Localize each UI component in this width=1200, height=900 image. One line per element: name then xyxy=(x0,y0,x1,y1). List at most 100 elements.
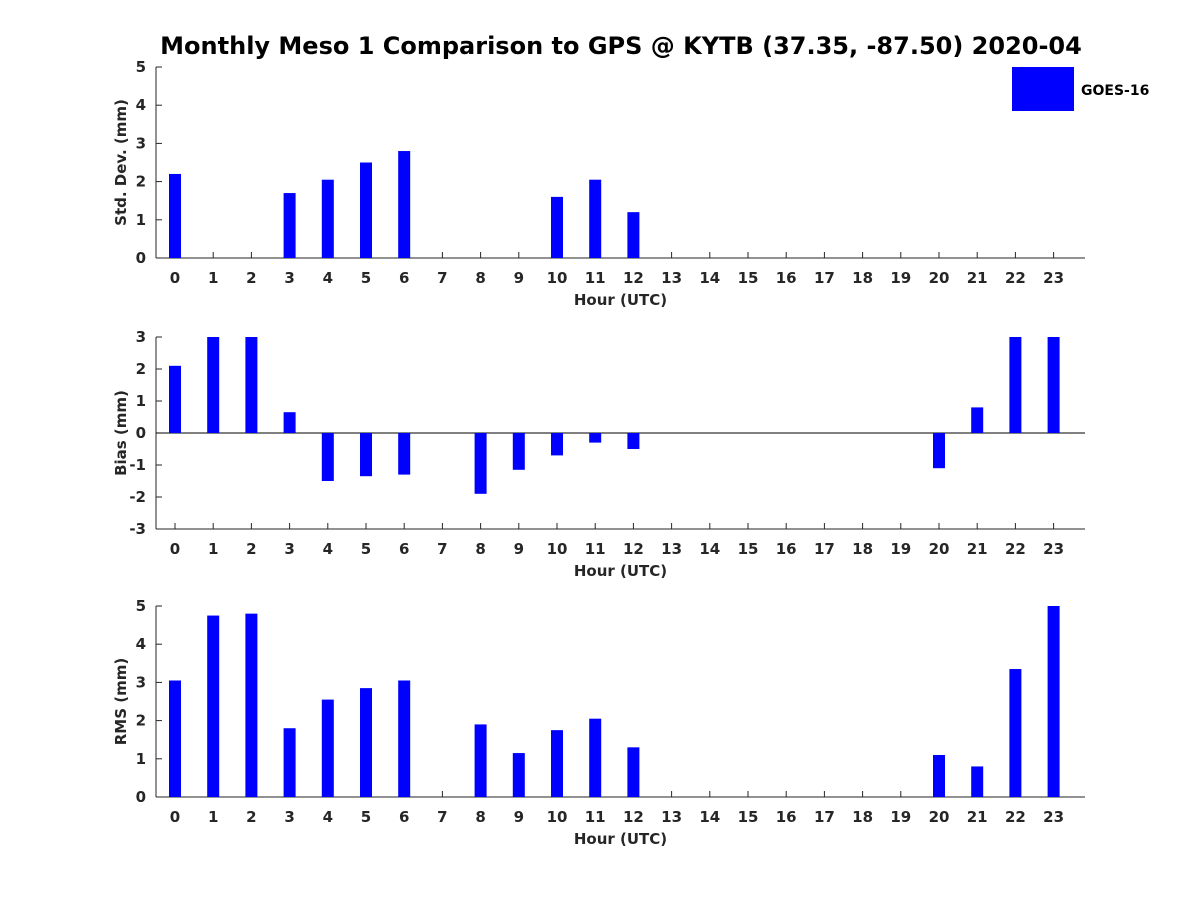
legend-swatch xyxy=(1012,67,1074,111)
bias-x-axis-label: Hour (UTC) xyxy=(574,562,667,580)
rms-x-tick-label: 2 xyxy=(246,808,256,826)
bias-x-tick-label: 8 xyxy=(475,540,485,558)
bias-y-tick-label: 0 xyxy=(136,424,146,442)
rms-x-tick-label: 17 xyxy=(814,808,835,826)
std-dev-bar-hour-4 xyxy=(321,179,334,258)
bias-y-tick-label: 1 xyxy=(136,392,146,410)
bias-x-tick-label: 13 xyxy=(661,540,682,558)
rms-bar-hour-6 xyxy=(398,680,411,797)
rms-y-tick-label: 1 xyxy=(136,750,146,768)
bias-x-tick-label: 1 xyxy=(208,540,218,558)
bias-x-tick-label: 12 xyxy=(623,540,644,558)
std-dev-y-axis-label: Std. Dev. (mm) xyxy=(112,99,130,226)
rms-x-tick-label: 9 xyxy=(514,808,524,826)
rms-bar-hour-21 xyxy=(971,766,984,797)
rms-x-tick-label: 10 xyxy=(547,808,568,826)
rms-bar-hour-4 xyxy=(321,699,334,797)
bias-bar-hour-9 xyxy=(512,433,525,470)
bias-x-tick-label: 23 xyxy=(1043,540,1064,558)
rms-bar-hour-8 xyxy=(474,724,487,797)
std-dev-bar-hour-3 xyxy=(283,193,296,258)
bias-x-tick-label: 19 xyxy=(890,540,911,558)
std-dev-bar-hour-6 xyxy=(398,151,411,258)
bias-x-tick-label: 16 xyxy=(776,540,797,558)
bias-bar-hour-20 xyxy=(933,433,945,469)
rms-x-tick-label: 21 xyxy=(967,808,988,826)
rms-x-tick-label: 14 xyxy=(699,808,720,826)
rms-x-tick-label: 15 xyxy=(738,808,759,826)
bias-x-tick-label: 2 xyxy=(246,540,256,558)
bias-x-tick-label: 11 xyxy=(585,540,606,558)
bias-bar-hour-0 xyxy=(169,365,181,433)
bias-bar-hour-11 xyxy=(589,433,602,443)
std-dev-x-tick-label: 4 xyxy=(323,269,333,287)
rms-bar-hour-9 xyxy=(512,753,525,797)
bias-x-tick-label: 10 xyxy=(547,540,568,558)
rms-x-tick-label: 23 xyxy=(1043,808,1064,826)
bias-y-tick-label: 2 xyxy=(136,360,146,378)
bias-bar-hour-6 xyxy=(398,433,411,475)
rms-y-tick-label: 5 xyxy=(136,597,146,615)
rms-bar-hour-1 xyxy=(207,615,220,797)
bias-y-tick-label: -2 xyxy=(129,488,146,506)
bias-bar-hour-1 xyxy=(207,337,220,433)
std-dev-x-tick-label: 13 xyxy=(661,269,682,287)
std-dev-bar-hour-11 xyxy=(589,179,602,258)
rms-bar-hour-23 xyxy=(1047,606,1060,797)
rms-bar-hour-5 xyxy=(360,688,372,797)
rms-y-tick-label: 3 xyxy=(136,673,146,691)
std-dev-x-tick-label: 10 xyxy=(547,269,568,287)
bias-y-tick-label: -1 xyxy=(129,456,146,474)
std-dev-x-tick-label: 5 xyxy=(361,269,371,287)
rms-y-tick-label: 4 xyxy=(136,635,146,653)
bias-x-tick-label: 0 xyxy=(170,540,180,558)
bias-bar-hour-4 xyxy=(321,433,334,481)
std-dev-x-tick-label: 12 xyxy=(623,269,644,287)
std-dev-x-tick-label: 7 xyxy=(437,269,447,287)
bias-bar-hour-21 xyxy=(971,407,984,433)
std-dev-y-tick-label: 2 xyxy=(136,173,146,191)
std-dev-x-tick-label: 8 xyxy=(475,269,485,287)
rms-bar-hour-11 xyxy=(589,718,602,797)
rms-bar-hour-0 xyxy=(169,680,181,797)
std-dev-x-tick-label: 23 xyxy=(1043,269,1064,287)
bias-x-tick-label: 17 xyxy=(814,540,835,558)
bias-x-tick-label: 22 xyxy=(1005,540,1026,558)
bias-bar-hour-12 xyxy=(627,433,640,449)
rms-x-tick-label: 18 xyxy=(852,808,873,826)
std-dev-x-tick-label: 17 xyxy=(814,269,835,287)
rms-x-tick-label: 5 xyxy=(361,808,371,826)
bias-bar-hour-23 xyxy=(1047,337,1060,433)
bias-x-tick-label: 18 xyxy=(852,540,873,558)
bias-bar-hour-10 xyxy=(551,433,563,456)
rms-x-tick-label: 8 xyxy=(475,808,485,826)
std-dev-x-tick-label: 3 xyxy=(284,269,294,287)
std-dev-x-tick-label: 11 xyxy=(585,269,606,287)
bias-x-tick-label: 15 xyxy=(738,540,759,558)
std-dev-x-tick-label: 22 xyxy=(1005,269,1026,287)
bias-x-tick-label: 7 xyxy=(437,540,447,558)
bias-bar-hour-2 xyxy=(245,337,258,433)
bias-bar-hour-5 xyxy=(360,433,372,477)
std-dev-x-axis-label: Hour (UTC) xyxy=(574,291,667,309)
rms-x-axis-label: Hour (UTC) xyxy=(574,830,667,848)
legend: GOES-16 xyxy=(1012,67,1149,111)
bias-x-tick-label: 4 xyxy=(323,540,333,558)
rms-x-tick-label: 19 xyxy=(890,808,911,826)
bias-y-tick-label: 3 xyxy=(136,328,146,346)
rms-x-tick-label: 20 xyxy=(929,808,950,826)
bias-x-tick-label: 21 xyxy=(967,540,988,558)
bias-x-tick-label: 9 xyxy=(514,540,524,558)
rms-x-tick-label: 11 xyxy=(585,808,606,826)
bias-x-tick-label: 20 xyxy=(929,540,950,558)
rms-bar-hour-22 xyxy=(1009,669,1022,797)
std-dev-x-tick-label: 16 xyxy=(776,269,797,287)
rms-bar-hour-2 xyxy=(245,613,258,797)
rms-x-tick-label: 12 xyxy=(623,808,644,826)
rms-bar-hour-20 xyxy=(933,754,945,797)
